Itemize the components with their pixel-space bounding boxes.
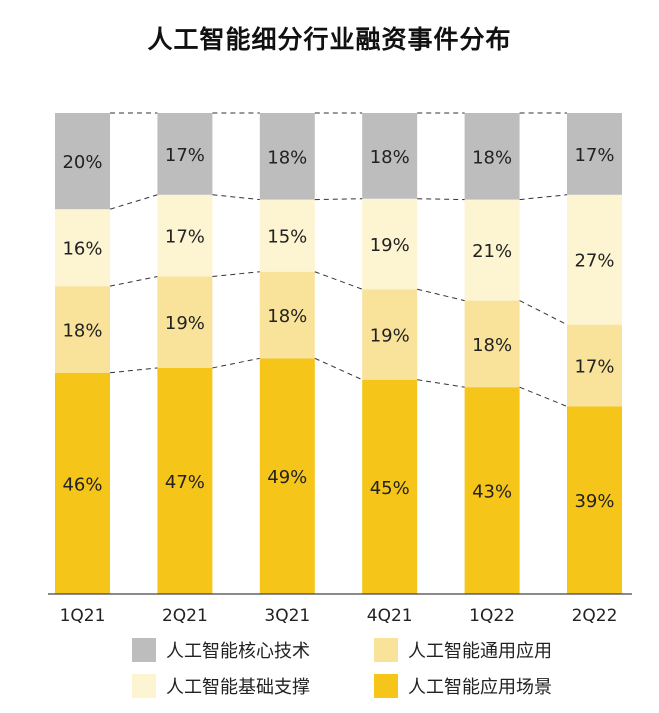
bar-2Q21-series-2 [157,194,213,277]
connector-line-0-1 [212,357,260,369]
bar-1Q22-series-0 [464,387,520,594]
connector-line-1-2 [314,271,363,290]
legend-label-general-app: 人工智能通用应用 [408,641,552,662]
data-label-2Q21-series-0: 47% [165,472,205,493]
legend-swatch-general-app [374,638,398,662]
connector-line-2-1 [212,194,260,201]
data-label-2Q22-series-2: 27% [574,251,614,272]
data-label-4Q21-series-1: 19% [370,325,410,346]
bar-3Q21-series-0 [259,358,315,594]
x-tick-label-1Q21: 1Q21 [60,606,106,626]
data-label-1Q22-series-0: 43% [472,482,512,503]
data-label-4Q21-series-3: 18% [370,147,410,168]
bar-2Q21-series-0 [157,367,213,594]
x-tick-label-3Q21: 3Q21 [264,606,310,626]
connector-line-0-4 [519,386,568,407]
bar-2Q21-series-3 [157,113,213,195]
bar-4Q21-series-0 [362,379,418,594]
bar-2Q22-series-3 [567,113,622,195]
connector-line-2-0 [109,194,158,210]
x-tick-label-4Q21: 4Q21 [367,606,413,626]
connector-line-1-0 [109,276,158,287]
data-label-2Q22-series-1: 17% [574,357,614,378]
data-label-3Q21-series-1: 18% [267,306,307,327]
data-label-3Q21-series-0: 49% [267,467,307,488]
data-label-3Q21-series-2: 15% [267,227,307,248]
data-label-2Q22-series-3: 17% [574,145,614,166]
bar-2Q22-series-1 [567,324,622,407]
bar-1Q21-series-3 [55,113,110,210]
data-label-2Q21-series-2: 17% [165,227,205,248]
bar-4Q21-series-3 [362,113,418,199]
data-label-1Q21-series-2: 16% [62,239,102,260]
data-label-3Q21-series-3: 18% [267,147,307,168]
bar-3Q21-series-2 [259,199,315,272]
data-label-4Q21-series-2: 19% [370,235,410,256]
data-label-2Q22-series-0: 39% [574,491,614,512]
bar-1Q22-series-2 [464,199,520,301]
legend-swatch-scenarios [374,674,398,698]
legend-swatch-infra [132,674,156,698]
bar-1Q21-series-0 [55,372,110,594]
x-tick-label-1Q22: 1Q22 [469,606,515,626]
data-label-1Q21-series-0: 46% [62,474,102,495]
data-label-1Q22-series-3: 18% [472,147,512,168]
bar-2Q21-series-1 [157,276,213,368]
legend-item-general-app: 人工智能通用应用 [374,637,552,663]
legend-swatch-core-tech [132,638,156,662]
x-tick-label-2Q21: 2Q21 [162,606,208,626]
bar-3Q21-series-1 [259,271,315,359]
connector-line-0-2 [314,357,363,381]
bar-4Q21-series-1 [362,289,418,380]
legend-label-infra: 人工智能基础支撑 [166,677,310,698]
connector-line-0-0 [109,367,158,374]
legend-item-infra: 人工智能基础支撑 [132,673,310,699]
bar-1Q22-series-1 [464,300,520,388]
bar-3Q21-series-3 [259,113,315,200]
data-label-1Q21-series-1: 18% [62,320,102,341]
data-label-1Q22-series-1: 18% [472,335,512,356]
legend-item-core-tech: 人工智能核心技术 [132,637,310,663]
bar-1Q21-series-1 [55,286,110,373]
connector-line-1-3 [417,288,465,302]
connector-line-1-1 [212,271,260,278]
connector-line-2-2 [314,198,363,201]
legend-label-scenarios: 人工智能应用场景 [408,677,552,698]
bar-1Q22-series-3 [464,113,520,200]
data-label-4Q21-series-0: 45% [370,478,410,499]
connector-line-2-4 [519,194,568,201]
bar-2Q22-series-2 [567,194,622,325]
bar-4Q21-series-2 [362,198,418,290]
data-label-1Q22-series-2: 21% [472,241,512,262]
data-label-2Q21-series-1: 19% [165,313,205,334]
x-tick-label-2Q22: 2Q22 [572,606,618,626]
data-label-2Q21-series-3: 17% [165,145,205,166]
legend-label-core-tech: 人工智能核心技术 [166,641,310,662]
bar-2Q22-series-0 [567,406,622,594]
connector-line-2-3 [417,198,465,201]
connector-line-1-4 [519,300,568,326]
legend-item-scenarios: 人工智能应用场景 [374,673,552,699]
data-label-1Q21-series-3: 20% [62,152,102,173]
chart-title: 人工智能细分行业融资事件分布 [147,25,512,54]
bar-1Q21-series-2 [55,209,110,287]
connector-line-0-3 [417,379,465,388]
